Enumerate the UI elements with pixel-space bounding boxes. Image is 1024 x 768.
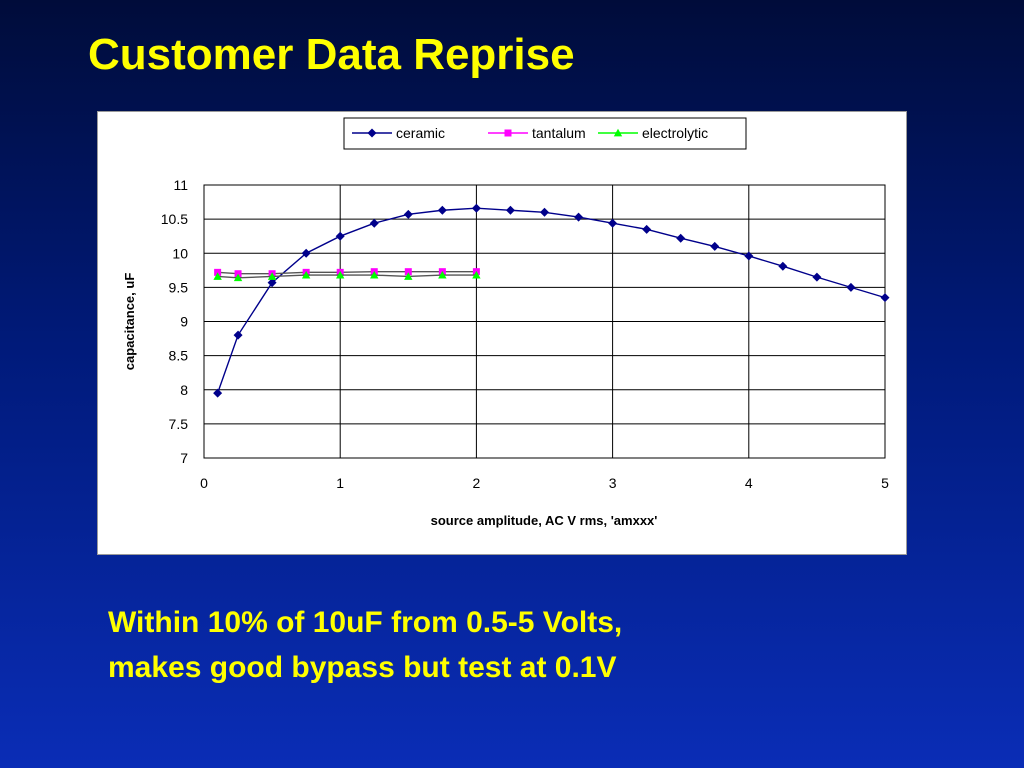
data-point-ceramic (369, 218, 379, 228)
y-tick-label: 10.5 (161, 211, 188, 227)
data-point-ceramic (744, 251, 754, 261)
legend-marker (613, 128, 623, 137)
legend-box (343, 117, 747, 150)
grid-lines (203, 184, 886, 459)
y-axis-label: capacitance, uF (122, 273, 137, 371)
data-point-ceramic (608, 218, 618, 228)
data-point-ceramic (846, 282, 856, 292)
legend-label: electrolytic (642, 125, 708, 141)
capacitance-chart: 11 10.5 10 9.5 9 8.5 8 7.5 7 0 1 2 3 4 5 capacitance,… (122, 117, 890, 528)
x-tick-label: 0 (200, 475, 208, 491)
legend-marker (367, 128, 377, 138)
data-point-ceramic (403, 209, 413, 219)
legend-item-tantalum: tantalum (488, 125, 586, 141)
data-point-ceramic (505, 205, 515, 215)
series-line-tantalum (217, 270, 477, 275)
data-point-electrolytic (404, 272, 413, 280)
y-tick-label: 9.5 (169, 279, 189, 295)
x-tick-label: 4 (745, 475, 753, 491)
legend-item-ceramic: ceramic (352, 125, 445, 141)
data-point-electrolytic (336, 270, 345, 279)
series-line-electrolytic (217, 274, 477, 279)
chart-legend: ceramic tantalum electrolytic (343, 117, 747, 150)
legend-label: tantalum (532, 125, 586, 141)
data-point-ceramic (642, 224, 652, 234)
y-tick-label: 8.5 (169, 348, 189, 364)
data-point-electrolytic (438, 270, 447, 279)
series-electrolytic (213, 270, 481, 282)
series-line-ceramic (216, 207, 886, 394)
data-point-electrolytic (213, 272, 222, 280)
x-tick-label: 3 (609, 475, 617, 491)
data-point-ceramic (778, 261, 788, 271)
legend-marker (504, 129, 512, 137)
legend-label: ceramic (396, 125, 445, 141)
data-point-ceramic (710, 241, 720, 251)
data-point-ceramic (267, 278, 277, 288)
y-tick-label: 9 (180, 314, 188, 330)
x-tick-labels: 0 1 2 3 4 5 (200, 475, 889, 491)
y-tick-label: 10 (172, 245, 188, 261)
data-point-electrolytic (370, 270, 379, 279)
data-point-ceramic (574, 212, 584, 222)
x-tick-label: 2 (473, 475, 481, 491)
y-tick-labels: 11 10.5 10 9.5 9 8.5 8 7.5 7 (161, 177, 188, 466)
data-point-electrolytic (472, 270, 481, 279)
data-point-tantalum (404, 268, 412, 276)
series-layer (213, 203, 890, 398)
data-point-ceramic (471, 203, 481, 213)
y-tick-label: 11 (173, 177, 188, 193)
y-tick-label: 7.5 (169, 416, 189, 432)
data-point-ceramic (812, 272, 822, 282)
slide-title: Customer Data Reprise (88, 30, 575, 79)
series-ceramic (213, 203, 890, 398)
data-point-ceramic (233, 330, 243, 340)
data-point-electrolytic (267, 272, 277, 280)
data-point-electrolytic (233, 273, 243, 282)
data-point-ceramic (676, 233, 686, 243)
plot-area-border (203, 184, 886, 459)
slide-body-text: Within 10% of 10uF from 0.5-5 Volts, mak… (108, 600, 622, 690)
body-line-2: makes good bypass but test at 0.1V (108, 651, 617, 684)
data-point-ceramic (540, 207, 549, 217)
y-tick-label: 8 (180, 382, 188, 398)
x-axis-label: source amplitude, AC V rms, 'amxxx' (431, 513, 658, 528)
chart-panel: 11 10.5 10 9.5 9 8.5 8 7.5 7 0 1 2 3 4 5 capacitance,… (97, 111, 907, 555)
data-point-ceramic (437, 205, 447, 215)
legend-item-electrolytic: electrolytic (598, 125, 708, 141)
body-line-1: Within 10% of 10uF from 0.5-5 Volts, (108, 606, 623, 639)
data-point-electrolytic (301, 270, 311, 279)
y-tick-label: 7 (180, 450, 188, 466)
data-point-ceramic (213, 388, 223, 398)
data-point-ceramic (335, 231, 345, 241)
data-point-ceramic (301, 248, 311, 258)
x-tick-label: 5 (881, 475, 889, 491)
data-point-ceramic (880, 293, 890, 303)
x-tick-label: 1 (336, 475, 344, 491)
